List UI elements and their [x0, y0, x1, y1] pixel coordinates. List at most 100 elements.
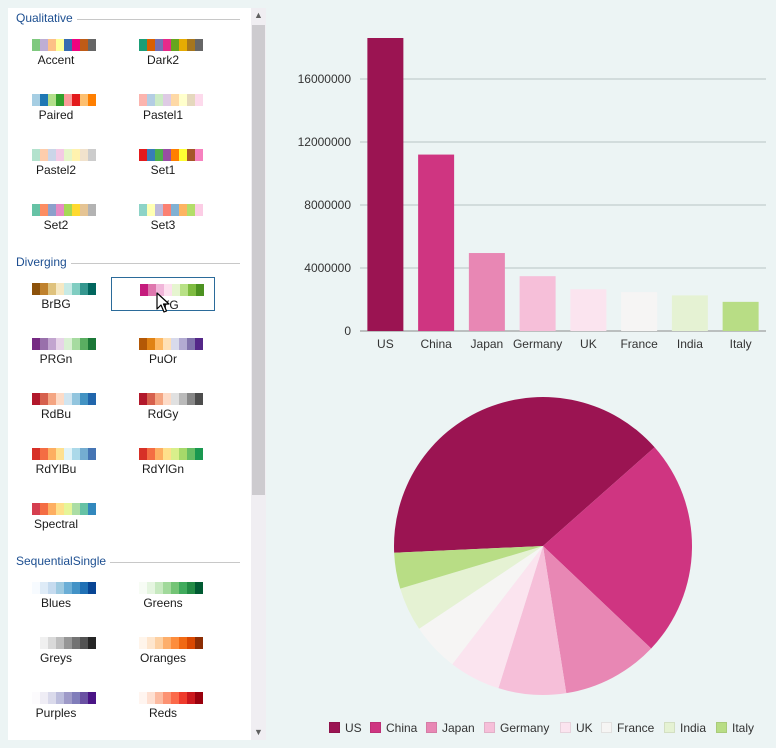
color-swatch: [48, 503, 56, 515]
color-swatch: [147, 204, 155, 216]
palette-item-spectral[interactable]: Spectral: [8, 497, 108, 531]
palette-item-reds[interactable]: Reds: [111, 686, 215, 720]
color-swatch: [48, 283, 56, 295]
color-swatch: [179, 448, 187, 460]
color-swatch: [80, 637, 88, 649]
pie-slice-japan: [543, 546, 652, 694]
color-swatch: [139, 338, 147, 350]
color-swatch: [195, 94, 203, 106]
palette-item-greens[interactable]: Greens: [111, 576, 215, 610]
palette-item-oranges[interactable]: Oranges: [111, 631, 215, 665]
palette-label: RdYlGn: [141, 462, 185, 476]
color-swatch: [195, 637, 203, 649]
color-swatch: [72, 338, 80, 350]
color-swatch: [171, 393, 179, 405]
color-swatch: [48, 204, 56, 216]
palette-label: Dark2: [146, 53, 179, 67]
palette-item-rdgy[interactable]: RdGy: [111, 387, 215, 421]
palette-item-rdbu[interactable]: RdBu: [8, 387, 108, 421]
palette-label: Accent: [37, 53, 75, 67]
color-swatch: [171, 637, 179, 649]
color-swatch: [72, 692, 80, 704]
color-swatch: [64, 692, 72, 704]
palette-label: PRGn: [39, 352, 73, 366]
palette-item-puor[interactable]: PuOr: [111, 332, 215, 366]
color-swatch: [40, 393, 48, 405]
scroll-down-arrow-icon[interactable]: ▼: [254, 727, 263, 737]
palette-swatch-strip: [139, 204, 203, 216]
palette-item-paired[interactable]: Paired: [8, 88, 108, 122]
color-swatch: [147, 149, 155, 161]
color-swatch: [139, 582, 147, 594]
palette-item-accent[interactable]: Accent: [8, 33, 108, 67]
color-swatch: [187, 637, 195, 649]
palette-item-pastel2[interactable]: Pastel2: [8, 143, 108, 177]
legend-label: Italy: [732, 721, 755, 735]
legend-label: UK: [576, 721, 593, 735]
palette-label: Blues: [40, 596, 72, 610]
x-tick-label: India: [677, 337, 703, 351]
color-swatch: [147, 393, 155, 405]
color-swatch: [139, 39, 147, 51]
color-swatch: [40, 338, 48, 350]
legend-label: US: [345, 721, 362, 735]
color-swatch: [147, 338, 155, 350]
palette-item-rdylbu[interactable]: RdYlBu: [8, 442, 108, 476]
scroll-thumb[interactable]: [252, 25, 265, 495]
color-swatch: [40, 39, 48, 51]
palette-item-set3[interactable]: Set3: [111, 198, 215, 232]
x-tick-label: China: [420, 337, 452, 351]
palette-item-dark2[interactable]: Dark2: [111, 33, 215, 67]
bar-chart: 0 4000000 8000000 12000000 16000000 US China Ja…: [298, 38, 766, 351]
color-swatch: [48, 94, 56, 106]
color-swatch: [163, 39, 171, 51]
pie-slice-uk: [452, 546, 543, 689]
color-swatch: [171, 338, 179, 350]
color-swatch: [139, 149, 147, 161]
x-tick-label: Japan: [471, 337, 504, 351]
color-swatch: [32, 39, 40, 51]
mouse-pointer-icon: [156, 292, 170, 313]
color-swatch: [80, 94, 88, 106]
color-swatch: [179, 393, 187, 405]
palette-panel[interactable]: Qualitative Accent Dark2 Paired Pastel1 Paste…: [8, 8, 266, 740]
color-swatch: [56, 149, 64, 161]
y-tick-label: 4000000: [304, 261, 351, 275]
color-swatch: [171, 692, 179, 704]
palette-label: Reds: [148, 706, 177, 720]
color-swatch: [56, 393, 64, 405]
color-swatch: [163, 149, 171, 161]
bar-germany: [519, 276, 556, 331]
scroll-up-arrow-icon[interactable]: ▲: [254, 10, 263, 20]
group-header-label: SequentialSingle: [16, 554, 111, 568]
palette-item-blues[interactable]: Blues: [8, 576, 108, 610]
color-swatch: [139, 94, 147, 106]
color-swatch: [64, 637, 72, 649]
color-swatch: [32, 204, 40, 216]
palette-item-pastel1[interactable]: Pastel1: [111, 88, 215, 122]
color-swatch: [80, 149, 88, 161]
vertical-scrollbar[interactable]: ▲ ▼: [251, 8, 266, 740]
color-swatch: [56, 94, 64, 106]
group-header-label: Diverging: [16, 255, 71, 269]
palette-item-greys[interactable]: Greys: [8, 631, 108, 665]
color-swatch: [163, 448, 171, 460]
color-swatch: [64, 283, 72, 295]
color-swatch: [155, 39, 163, 51]
color-swatch: [80, 448, 88, 460]
color-swatch: [139, 204, 147, 216]
palette-item-prgn[interactable]: PRGn: [8, 332, 108, 366]
color-swatch: [139, 692, 147, 704]
color-swatch: [64, 393, 72, 405]
palette-swatch-strip: [139, 338, 203, 350]
color-swatch: [32, 338, 40, 350]
color-swatch: [72, 503, 80, 515]
palette-item-set2[interactable]: Set2: [8, 198, 108, 232]
palette-item-rdylgn[interactable]: RdYlGn: [111, 442, 215, 476]
color-swatch: [155, 338, 163, 350]
palette-item-set1[interactable]: Set1: [111, 143, 215, 177]
palette-item-purples[interactable]: Purples: [8, 686, 108, 720]
color-swatch: [64, 204, 72, 216]
color-swatch: [72, 149, 80, 161]
palette-item-brbg[interactable]: BrBG: [8, 277, 108, 311]
